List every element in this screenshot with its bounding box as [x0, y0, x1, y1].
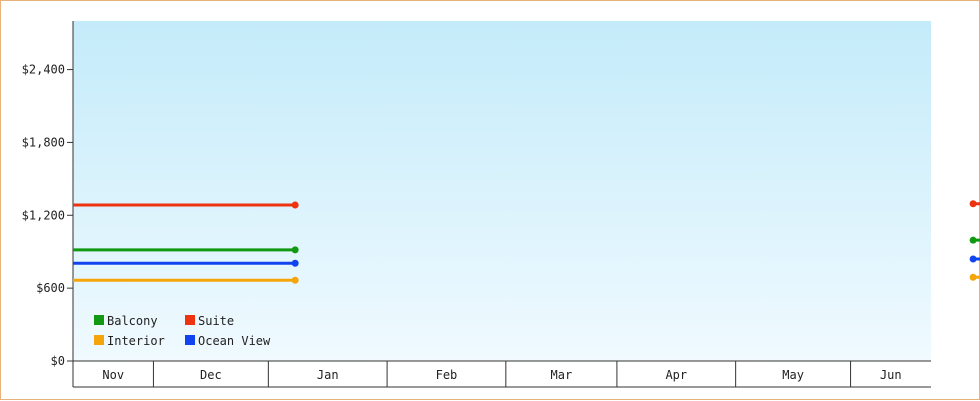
data-point: [969, 200, 977, 208]
legend-swatch-ocean-view: [185, 335, 195, 345]
y-tick-label: $0: [51, 354, 65, 368]
data-point: [291, 259, 299, 267]
plot-background: [73, 21, 931, 361]
legend-label-balcony: Balcony: [107, 314, 158, 328]
legend-label-ocean-view: Ocean View: [198, 334, 271, 348]
y-tick-label: $1,800: [22, 135, 65, 149]
y-tick-label: $1,200: [22, 208, 65, 222]
month-label: May: [782, 368, 804, 382]
month-label: Feb: [436, 368, 458, 382]
month-label: Jun: [880, 368, 902, 382]
legend-swatch-balcony: [94, 315, 104, 325]
legend-label-interior: Interior: [107, 334, 165, 348]
month-label: Mar: [551, 368, 573, 382]
legend-swatch-suite: [185, 315, 195, 325]
legend: Balcony Suite Interior Ocean View: [94, 314, 271, 348]
x-axis: Nov Dec Jan Feb Mar Apr May Jun: [73, 360, 931, 388]
month-label: Apr: [665, 368, 687, 382]
series-balcony: [73, 236, 980, 254]
y-tick-label: $2,400: [22, 63, 65, 77]
data-point: [291, 201, 299, 209]
month-label: Nov: [102, 368, 124, 382]
data-point: [291, 246, 299, 254]
data-point: [969, 236, 977, 244]
y-axis: $0 $600 $1,200 $1,800 $2,400: [22, 21, 74, 387]
y-tick-label: $600: [36, 281, 65, 295]
month-label: Dec: [200, 368, 222, 382]
data-point: [969, 273, 977, 281]
series-ocean-view: [73, 255, 980, 267]
legend-swatch-interior: [94, 335, 104, 345]
month-label: Jan: [317, 368, 339, 382]
series-interior: [73, 273, 980, 284]
legend-label-suite: Suite: [198, 314, 234, 328]
series-layer: [73, 200, 980, 284]
data-point: [969, 255, 977, 263]
data-point: [291, 276, 299, 284]
series-suite: [73, 200, 980, 209]
